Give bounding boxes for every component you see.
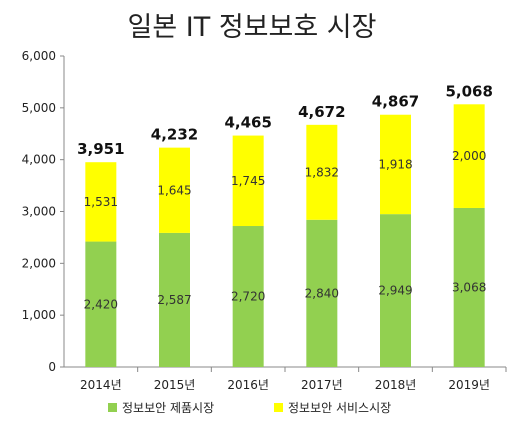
x-category-label: 2019년 — [448, 378, 490, 392]
bar-segment-product — [380, 214, 411, 367]
bar-segment-service — [306, 124, 338, 220]
y-tick-label: 6,000 — [22, 49, 56, 63]
x-category-label: 2014년 — [80, 378, 122, 392]
segment-value-label: 1,645 — [157, 183, 191, 197]
segment-value-label: 2,840 — [305, 286, 339, 300]
bar-segment-product — [85, 241, 117, 367]
total-value-label: 4,867 — [372, 93, 419, 111]
segment-value-label: 1,918 — [378, 157, 412, 171]
chart-title: 일본 IT 정보보호 시장 — [128, 12, 377, 43]
segment-value-label: 2,949 — [378, 284, 412, 298]
total-value-label: 4,232 — [151, 126, 198, 144]
x-category-label: 2017년 — [301, 378, 343, 392]
total-value-label: 4,672 — [298, 103, 345, 121]
legend: 정보보안 제품시장 정보보안 서비스시장 — [108, 401, 391, 415]
x-category-label: 2016년 — [227, 378, 269, 392]
segment-value-label: 2,000 — [452, 149, 486, 163]
segment-value-label: 2,420 — [84, 297, 118, 311]
total-value-label: 3,951 — [77, 140, 124, 158]
bar-segment-product — [232, 226, 264, 367]
y-tick-label: 1,000 — [22, 308, 56, 322]
segment-value-label: 3,068 — [452, 280, 486, 294]
legend-swatch — [274, 403, 283, 412]
bars-group: 2,420 1,531 3,951 2,587 1,645 4,232 2,720 1,745… — [77, 82, 493, 367]
bar-segment-product — [306, 219, 338, 367]
segment-value-label: 1,531 — [84, 195, 118, 209]
bar-segment-service — [232, 135, 264, 227]
y-tick-label: 5,000 — [22, 101, 56, 115]
x-category-label: 2015년 — [154, 378, 196, 392]
y-tick-label: 3,000 — [22, 205, 56, 219]
bar-segment-service — [159, 147, 190, 233]
segment-value-label: 1,745 — [231, 174, 265, 188]
legend-swatch — [108, 403, 117, 412]
segment-value-label: 2,587 — [157, 293, 191, 307]
legend-label: 정보보안 제품시장 — [122, 401, 214, 415]
x-category-label: 2018년 — [375, 378, 417, 392]
bar-segment-service — [453, 104, 485, 208]
total-value-label: 4,465 — [224, 114, 271, 132]
bar-segment-product — [159, 232, 190, 367]
bar-segment-service — [380, 114, 411, 215]
legend-label: 정보보안 서비스시장 — [288, 401, 391, 415]
y-tick-label: 0 — [48, 360, 56, 374]
y-tick-label: 2,000 — [22, 256, 56, 270]
y-tick-label: 4,000 — [22, 153, 56, 167]
segment-value-label: 2,720 — [231, 290, 265, 304]
bar-segment-product — [453, 207, 485, 367]
segment-value-label: 1,832 — [305, 165, 339, 179]
bar-segment-service — [85, 162, 117, 242]
total-value-label: 5,068 — [445, 82, 492, 100]
y-axis-ticks: 0 1,000 2,000 3,000 4,000 5,000 6,000 — [22, 49, 64, 374]
x-axis-labels: 2014년 2015년 2016년 2017년 2018년 2019년 — [80, 367, 507, 392]
